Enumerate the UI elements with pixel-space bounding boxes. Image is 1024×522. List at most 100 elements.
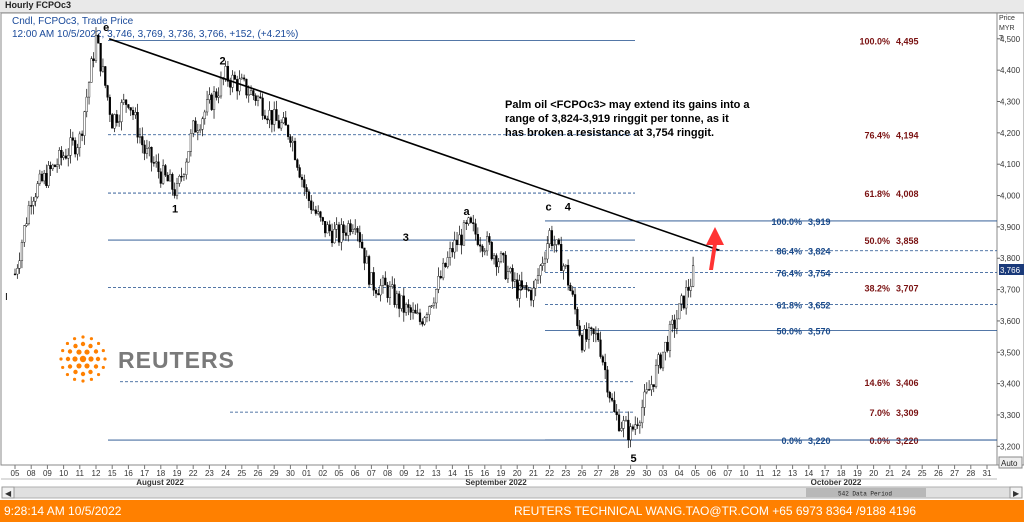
logo-dot (96, 372, 101, 377)
candle-body (356, 228, 359, 233)
candle-body (168, 174, 172, 182)
candle-body (518, 280, 521, 299)
candle-body (25, 223, 28, 226)
candle-body (384, 277, 387, 286)
candle-body (418, 312, 422, 322)
fib-mid-pct-label: 61.8% (776, 301, 802, 311)
candle-body (583, 328, 586, 351)
logo-dot (95, 356, 101, 362)
candle-body (349, 223, 352, 233)
x-tick-label: 22 (545, 469, 554, 478)
candle-body (240, 77, 243, 80)
fib-mid-pct-label: 100.0% (771, 217, 802, 227)
x-tick-label: 17 (140, 469, 149, 478)
candle-body (358, 232, 361, 243)
analyst-note-line-1: Palm oil <FCPOc3> may extend its gains i… (505, 99, 750, 111)
logo-dot (88, 369, 93, 375)
scrollbar-thumb[interactable] (806, 488, 926, 497)
candle-body (229, 81, 232, 88)
x-tick-label: 12 (92, 469, 101, 478)
candle-body (617, 414, 621, 431)
logo-dot (79, 355, 87, 363)
candle-body (543, 258, 547, 264)
x-tick-label: 29 (626, 469, 635, 478)
x-tick-label: 18 (156, 469, 165, 478)
candle-body (367, 256, 371, 285)
candle-body (171, 174, 174, 190)
scrollbar-left-button[interactable] (1, 486, 15, 499)
logo-dot (72, 377, 77, 381)
candle-body (666, 341, 669, 351)
candle-body (252, 90, 255, 96)
logo-dot (67, 364, 73, 369)
x-tick-label: 15 (108, 469, 117, 478)
candle-body (516, 279, 519, 299)
x-tick-label: 06 (351, 469, 360, 478)
candle-body (136, 112, 139, 138)
candle-body (217, 95, 220, 98)
candle-body (578, 325, 581, 336)
x-tick-label: 07 (723, 469, 732, 478)
candle-body (145, 148, 149, 154)
candle-body (296, 159, 299, 168)
logo-dot (61, 365, 65, 370)
candle-body (104, 66, 107, 86)
price-chart[interactable]: Cndl, FCPOc3, Trade Price 12:00 AM 10/5/… (0, 0, 1024, 500)
candle-body (189, 133, 192, 152)
candle-body (182, 174, 186, 177)
candle-body (131, 110, 135, 116)
candle-body (479, 244, 482, 247)
logo-dot (89, 337, 94, 341)
candle-body (263, 115, 267, 119)
candle-body (678, 303, 681, 320)
fib-right-value-label: 3,707 (896, 283, 919, 293)
candle-body (671, 319, 674, 325)
x-tick-label: 06 (707, 469, 716, 478)
candle-body (90, 58, 93, 83)
wave-label: 1 (172, 203, 178, 215)
candle-body (506, 271, 510, 280)
candle-body (400, 295, 403, 309)
candle-body (18, 260, 21, 269)
fib-mid-value-label: 3,652 (808, 301, 831, 311)
scrollbar-right-button[interactable] (1009, 486, 1023, 499)
candle-body (643, 391, 646, 408)
auto-scale-button-bg[interactable] (998, 456, 1023, 469)
candle-body (49, 165, 52, 170)
candle-body (185, 161, 188, 175)
x-tick-label: 23 (205, 469, 214, 478)
candle-body (111, 114, 114, 129)
wave-label: 5 (631, 453, 637, 465)
candle-body (407, 304, 410, 308)
logo-dot (72, 356, 78, 362)
x-tick-label: 28 (610, 469, 619, 478)
x-tick-label: 24 (902, 469, 911, 478)
x-tick-label: 30 (642, 469, 651, 478)
footer-timestamp: 9:28:14 AM 10/5/2022 (4, 504, 122, 518)
candle-body (208, 94, 211, 100)
candle-body (205, 99, 209, 113)
x-tick-label: 20 (869, 469, 878, 478)
candle-body (657, 354, 660, 366)
candle-body (286, 125, 290, 137)
auto-scale-button[interactable]: Auto (1001, 459, 1018, 468)
candle-body (284, 117, 287, 126)
trendline[interactable] (108, 38, 720, 252)
x-tick-label: 07 (367, 469, 376, 478)
x-tick-label: 19 (173, 469, 182, 478)
candle-body (351, 228, 354, 233)
last-price-tag: 3,766 (1000, 266, 1021, 275)
candle-body (106, 85, 109, 98)
candle-body (312, 209, 315, 212)
candle-body (509, 268, 512, 272)
candle-body (305, 187, 308, 192)
logo-dot (73, 369, 78, 375)
candle-body (564, 264, 567, 267)
candle-body (488, 236, 491, 243)
scrollbar-label: 542 Data Period (838, 491, 892, 498)
candle-body (324, 221, 327, 234)
x-tick-label: 24 (221, 469, 230, 478)
candle-body (599, 339, 602, 357)
candle-body (553, 244, 556, 246)
candle-body (192, 120, 195, 134)
